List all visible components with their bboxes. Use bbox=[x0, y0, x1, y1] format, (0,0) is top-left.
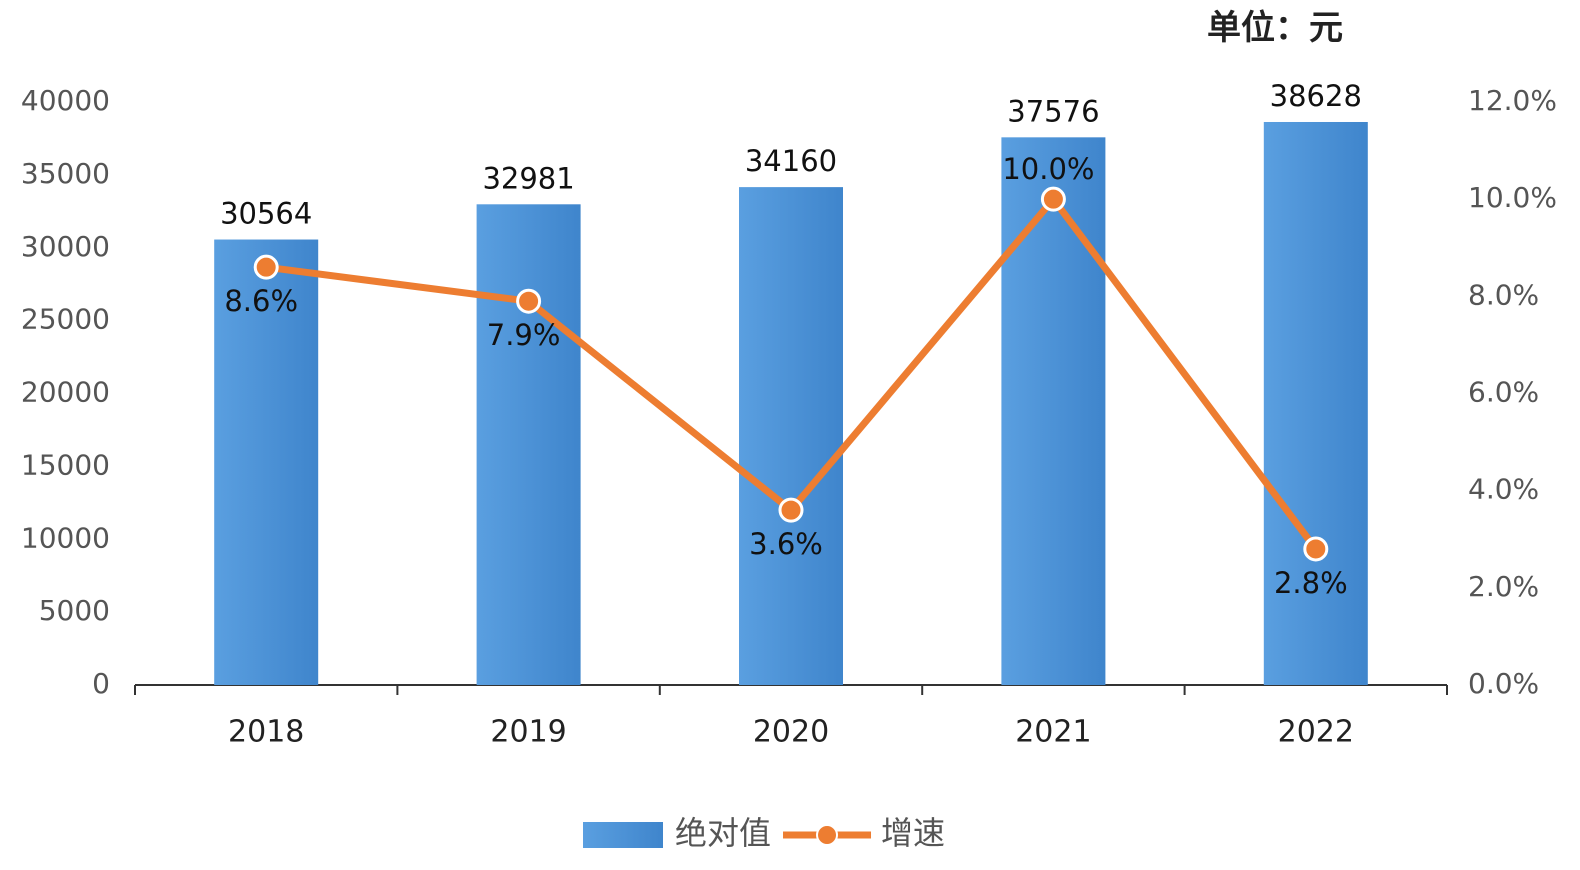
y2-tick-label: 12.0% bbox=[1468, 84, 1557, 117]
bar bbox=[1263, 121, 1368, 686]
line-marker bbox=[778, 497, 804, 523]
y2-tick-label: 10.0% bbox=[1468, 181, 1557, 214]
line-marker bbox=[1040, 186, 1066, 212]
y2-tick-label: 4.0% bbox=[1468, 473, 1539, 506]
x-tick-label: 2018 bbox=[228, 715, 304, 750]
x-tick-label: 2019 bbox=[490, 715, 566, 750]
y-tick-label: 25000 bbox=[21, 303, 110, 336]
y2-tick-label: 6.0% bbox=[1468, 376, 1539, 409]
line-value-label: 3.6% bbox=[749, 527, 823, 561]
y-tick-label: 40000 bbox=[21, 84, 110, 117]
legend-label: 绝对值 bbox=[675, 814, 771, 852]
bar bbox=[214, 239, 319, 685]
y2-tick-label: 8.0% bbox=[1468, 278, 1539, 311]
y2-tick-label: 0.0% bbox=[1468, 667, 1539, 700]
bar-value-label: 30564 bbox=[220, 197, 312, 231]
y2-tick-label: 2.0% bbox=[1468, 570, 1539, 603]
bar bbox=[476, 204, 581, 685]
line-value-label: 10.0% bbox=[1002, 152, 1094, 186]
line-marker bbox=[516, 288, 542, 314]
x-tick-label: 2021 bbox=[1015, 715, 1091, 750]
x-tick-label: 2022 bbox=[1278, 715, 1354, 750]
y-tick-label: 5000 bbox=[39, 594, 110, 627]
y-tick-label: 30000 bbox=[21, 230, 110, 263]
y-tick-label: 20000 bbox=[21, 376, 110, 409]
bar bbox=[739, 187, 843, 686]
line-value-label: 8.6% bbox=[224, 284, 298, 318]
line-value-label: 2.8% bbox=[1274, 566, 1348, 600]
legend-label: 增速 bbox=[881, 814, 945, 852]
y-tick-label: 10000 bbox=[21, 521, 110, 554]
bar-value-label: 34160 bbox=[745, 144, 837, 178]
line-marker bbox=[1303, 536, 1329, 562]
line-marker bbox=[253, 254, 279, 280]
x-tick-label: 2020 bbox=[753, 715, 829, 750]
bar-value-label: 38628 bbox=[1270, 79, 1362, 113]
legend-swatch bbox=[583, 822, 663, 848]
unit-annotation: 单位：元 bbox=[1207, 8, 1343, 48]
line-value-label: 7.9% bbox=[487, 318, 561, 352]
y-tick-label: 15000 bbox=[21, 448, 110, 481]
bar bbox=[1001, 137, 1106, 685]
legend-swatch bbox=[816, 824, 839, 846]
bar-value-label: 32981 bbox=[482, 161, 574, 195]
y-tick-label: 35000 bbox=[21, 157, 110, 190]
bar-value-label: 37576 bbox=[1007, 94, 1099, 128]
y-tick-label: 0 bbox=[92, 667, 110, 700]
